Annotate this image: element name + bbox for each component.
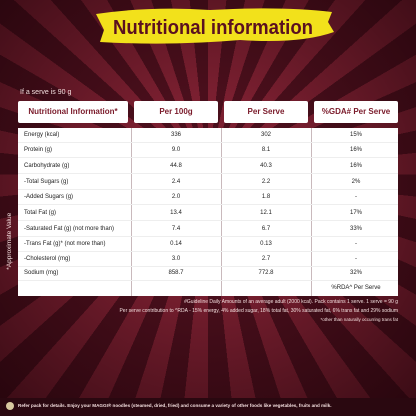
bottom-bar: Refer pack for details. Enjoy your MAGGI…	[0, 398, 416, 416]
cell: 2.4	[171, 179, 181, 185]
banner-shape	[96, 8, 334, 44]
cell: 13.4	[170, 210, 182, 216]
cell: 2.0	[171, 194, 181, 200]
header-text: %GDA# Per Serve	[321, 107, 391, 116]
cell: %RDA^ Per Serve	[331, 285, 381, 291]
cell: -Total Sugars (g)	[24, 179, 69, 185]
cell: 16%	[349, 163, 362, 169]
row-line	[18, 251, 398, 252]
cell: 8.1	[261, 147, 271, 153]
header-cell: %GDA# Per Serve	[314, 101, 398, 123]
cell: 0.14	[170, 241, 182, 247]
cell: -Added Sugars (g)	[24, 194, 74, 200]
header-text: Nutritional Information*	[28, 107, 118, 116]
row-line	[18, 266, 398, 267]
cell: 3.0	[171, 256, 181, 262]
cell: 15%	[349, 132, 362, 138]
header-cell: Per 100g	[134, 101, 218, 123]
footnote: Per serve contribution to ^RDA - 15% ene…	[119, 308, 398, 314]
cell: 6.7	[261, 226, 271, 232]
cell: 17%	[349, 210, 362, 216]
footnote: *other than naturally occurring trans fa…	[320, 317, 398, 322]
cell: -Saturated Fat (g) (not more than)	[24, 226, 115, 232]
header-text: Per Serve	[247, 107, 285, 116]
cell: Energy (kcal)	[24, 132, 60, 138]
side-note: *Approximate Value	[5, 212, 13, 270]
cell: 0.13	[260, 241, 272, 247]
cell: 16%	[349, 147, 362, 153]
cell: 772.8	[258, 270, 274, 276]
cell: Sodium (mg)	[24, 270, 59, 276]
row-line	[18, 204, 398, 205]
footnote: #Guideline Daily Amounts of an average a…	[184, 299, 398, 305]
cell: 40.3	[260, 163, 272, 169]
header-cell: Nutritional Information*	[18, 101, 128, 123]
row-line	[18, 157, 398, 158]
cell: 9.0	[171, 147, 181, 153]
cell: Carbohydrate (g)	[24, 163, 70, 169]
cell: 336	[170, 132, 181, 138]
column-divider	[221, 128, 222, 296]
cell: 858.7	[168, 270, 184, 276]
cell: Protein (g)	[24, 147, 53, 153]
cell: 1.8	[261, 194, 271, 200]
cell: 2.7	[261, 256, 271, 262]
row-line	[18, 236, 398, 237]
cell: 44.8	[170, 163, 182, 169]
cell: -	[355, 241, 357, 247]
serve-note: If a serve is 90 g	[20, 89, 72, 96]
row-line	[18, 220, 398, 221]
cell: 12.1	[260, 210, 272, 216]
cell: 2%	[351, 179, 361, 185]
column-divider	[311, 128, 312, 296]
title: Nutritional information	[113, 17, 313, 39]
row-line	[18, 142, 398, 143]
banner: Nutritional information	[96, 8, 334, 44]
cell: 33%	[349, 226, 362, 232]
cell: 2.2	[261, 179, 271, 185]
header-text: Per 100g	[159, 107, 193, 116]
row-line	[18, 189, 398, 190]
column-divider	[131, 128, 132, 296]
cell: Total Fat (g)	[24, 210, 57, 216]
cell: 32%	[349, 270, 362, 276]
header-cell: Per Serve	[224, 101, 308, 123]
table-body	[18, 128, 398, 296]
bottom-text: Refer pack for details. Enjoy your MAGGI…	[18, 403, 332, 408]
row-line	[18, 280, 398, 281]
cell: 7.4	[171, 226, 181, 232]
row-line	[18, 173, 398, 174]
cell: -	[355, 256, 357, 262]
cell: -Cholesterol (mg)	[24, 256, 71, 262]
cell: 302	[260, 132, 271, 138]
cell: -	[355, 194, 357, 200]
icon	[6, 402, 14, 410]
cell: -Trans Fat (g)* (not more than)	[24, 241, 106, 247]
